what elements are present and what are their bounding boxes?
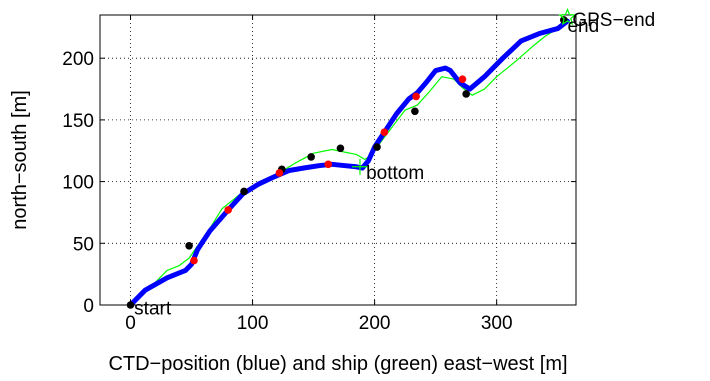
red-point [224, 206, 232, 214]
annotation-bottom: bottom [366, 163, 424, 184]
x-tick-label: 200 [359, 313, 391, 334]
red-point [412, 92, 420, 101]
black-point [185, 241, 193, 250]
black-point [307, 153, 315, 161]
annotation-gps-end: GPS−end [572, 10, 655, 31]
y-axis-label: north−south [m] [9, 90, 31, 230]
red-point [324, 160, 333, 169]
gps-end-marker [558, 7, 577, 26]
y-tick-label: 200 [62, 49, 94, 70]
y-tick-label: 100 [62, 173, 94, 194]
bottom-marker [351, 158, 368, 175]
plot-frame [99, 14, 577, 306]
x-tick-label: 0 [125, 313, 136, 334]
black-point [462, 90, 470, 98]
red-point [190, 256, 198, 265]
ctd-track-line [128, 18, 570, 308]
black-point [336, 144, 345, 153]
y-tick-label: 0 [83, 296, 94, 317]
red-point [458, 75, 467, 83]
y-tick-label: 150 [62, 111, 94, 132]
y-tick-label: 50 [73, 234, 94, 255]
red-point [380, 128, 389, 137]
x-tick-label: 300 [481, 313, 513, 334]
red-point [275, 169, 284, 177]
x-axis-label: CTD−position (blue) and ship (green) eas… [108, 353, 567, 375]
annotation-end: end [567, 16, 599, 37]
black-point [411, 107, 419, 116]
axis-ticks: 0 100 200 300 0 50 100 150 200 [62, 15, 576, 334]
x-tick-label: 100 [237, 313, 269, 334]
annotation-start: start [134, 299, 172, 320]
series-layer [128, 18, 570, 308]
black-point [240, 187, 248, 196]
black-point [373, 143, 381, 151]
